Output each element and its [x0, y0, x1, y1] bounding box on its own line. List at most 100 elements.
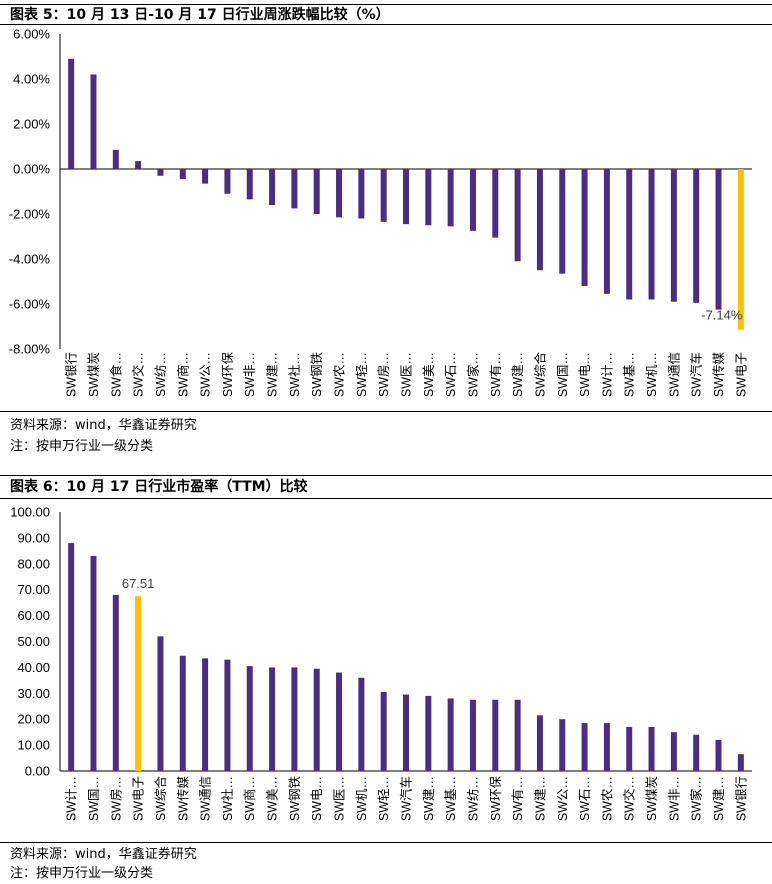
bar: [380, 169, 387, 222]
bar: [291, 667, 298, 771]
bar: [90, 74, 97, 169]
bar: [648, 169, 655, 300]
figure6-source: 资料来源：wind，华鑫证券研究: [10, 847, 197, 862]
bar: [559, 169, 566, 274]
figure5-title-rule: [0, 24, 772, 25]
top-rule: [0, 4, 772, 5]
y-tick-label: 70.00: [17, 582, 50, 597]
y-tick-label: -6.00%: [9, 297, 51, 312]
y-tick-label: 80.00: [17, 556, 50, 571]
bar: [670, 169, 677, 302]
y-tick-label: -8.00%: [9, 342, 51, 357]
figure5-bar-chart: 6.00% 4.00% 2.00% 0.00% -2.00% -4.00% -6.00% -8…: [9, 27, 752, 398]
bar: [269, 169, 276, 205]
bar: [135, 161, 142, 169]
category-label: SW综合: [153, 776, 168, 822]
category-label: SW通信: [667, 352, 681, 397]
bar: [403, 694, 409, 771]
category-label: SW传媒: [175, 776, 190, 822]
bar: [581, 169, 588, 286]
bar: [670, 732, 677, 771]
category-label: SW电…: [578, 352, 592, 397]
category-label: SW交…: [622, 776, 637, 821]
bar: [157, 636, 164, 771]
category-label: SW环保: [489, 776, 503, 822]
bar: [246, 666, 253, 771]
category-label: SW美…: [266, 776, 280, 821]
bar: [269, 667, 276, 771]
category-label: SW煤炭: [87, 352, 101, 397]
category-label: SW汽车: [399, 776, 414, 821]
bar: [157, 169, 164, 176]
category-label: SW国…: [556, 352, 570, 397]
category-label: SW交…: [131, 352, 146, 397]
bar: [224, 169, 231, 194]
highlight-data-label: -7.14%: [701, 308, 743, 323]
y-tick-label: 10.00: [17, 738, 50, 753]
category-label: SW商…: [242, 776, 257, 821]
bar: [68, 543, 75, 771]
bar: [693, 169, 700, 303]
category-label: SW食…: [108, 352, 123, 397]
category-label: SW建…: [266, 352, 280, 397]
category-label: SW公…: [199, 352, 213, 397]
y-tick-label: -4.00%: [9, 252, 51, 267]
category-label: SW农…: [333, 352, 347, 397]
bar: [469, 169, 476, 231]
category-label: SW电子: [734, 352, 748, 397]
category-label: SW环保: [221, 352, 235, 398]
category-label: SW基…: [623, 352, 637, 397]
bar: [603, 169, 610, 294]
y-tick-label: 40.00: [17, 660, 50, 675]
y-tick-label: 6.00%: [13, 27, 50, 42]
category-label: SW基…: [444, 776, 458, 821]
bar: [202, 658, 209, 771]
category-label: SW商…: [175, 352, 190, 397]
bar: [536, 715, 543, 771]
category-label: SW纺…: [154, 352, 168, 397]
figure5-source: 资料来源：wind，华鑫证券研究: [10, 418, 197, 433]
category-label: SW美…: [422, 352, 436, 397]
y-tick-label: 100.00: [10, 505, 50, 520]
category-label: SW医…: [333, 776, 347, 821]
category-label: SW公…: [556, 776, 570, 821]
bar: [112, 594, 119, 771]
category-label: SW建…: [511, 352, 525, 397]
category-label: SW国…: [87, 776, 101, 821]
category-label: SW非…: [667, 776, 681, 821]
figure5-title: 图表 5：10 月 13 日-10 月 17 日行业周涨跌幅比较（%）: [10, 7, 390, 23]
bar: [336, 169, 343, 218]
category-label: SW医…: [400, 352, 414, 397]
bar: [403, 169, 409, 225]
bar: [202, 169, 209, 184]
category-label: SW电…: [310, 776, 324, 821]
y-tick-label: 30.00: [17, 686, 50, 701]
bar: [358, 677, 365, 771]
category-label: SW房…: [376, 352, 391, 397]
bar: [291, 169, 298, 209]
bar: [737, 754, 744, 771]
category-label: SW家…: [689, 776, 704, 821]
figure6-title-rule: [0, 498, 772, 499]
category-label: SW家…: [465, 352, 480, 397]
bar: [68, 58, 75, 169]
category-label: SW轻…: [355, 352, 369, 397]
category-label: SW石…: [578, 776, 592, 821]
bar: [603, 723, 610, 771]
figure6-note: 注：按申万行业一级分类: [10, 866, 154, 881]
figure6-title: 图表 6：10 月 17 日行业市盈率（TTM）比较: [10, 479, 308, 495]
bar: [559, 719, 566, 771]
y-tick-label: 60.00: [17, 608, 50, 623]
category-label: SW银行: [65, 352, 79, 397]
bar: [648, 726, 655, 771]
bar: [514, 169, 521, 262]
category-label: SW非…: [243, 352, 257, 397]
bar: [425, 695, 432, 771]
bar: [514, 699, 521, 771]
category-label: SW计…: [600, 352, 614, 397]
figure6-top-rule: [0, 475, 772, 476]
category-label: SW农…: [600, 776, 614, 821]
bar: [425, 169, 432, 226]
bar: [492, 169, 499, 238]
y-tick-label: 90.00: [17, 530, 50, 545]
